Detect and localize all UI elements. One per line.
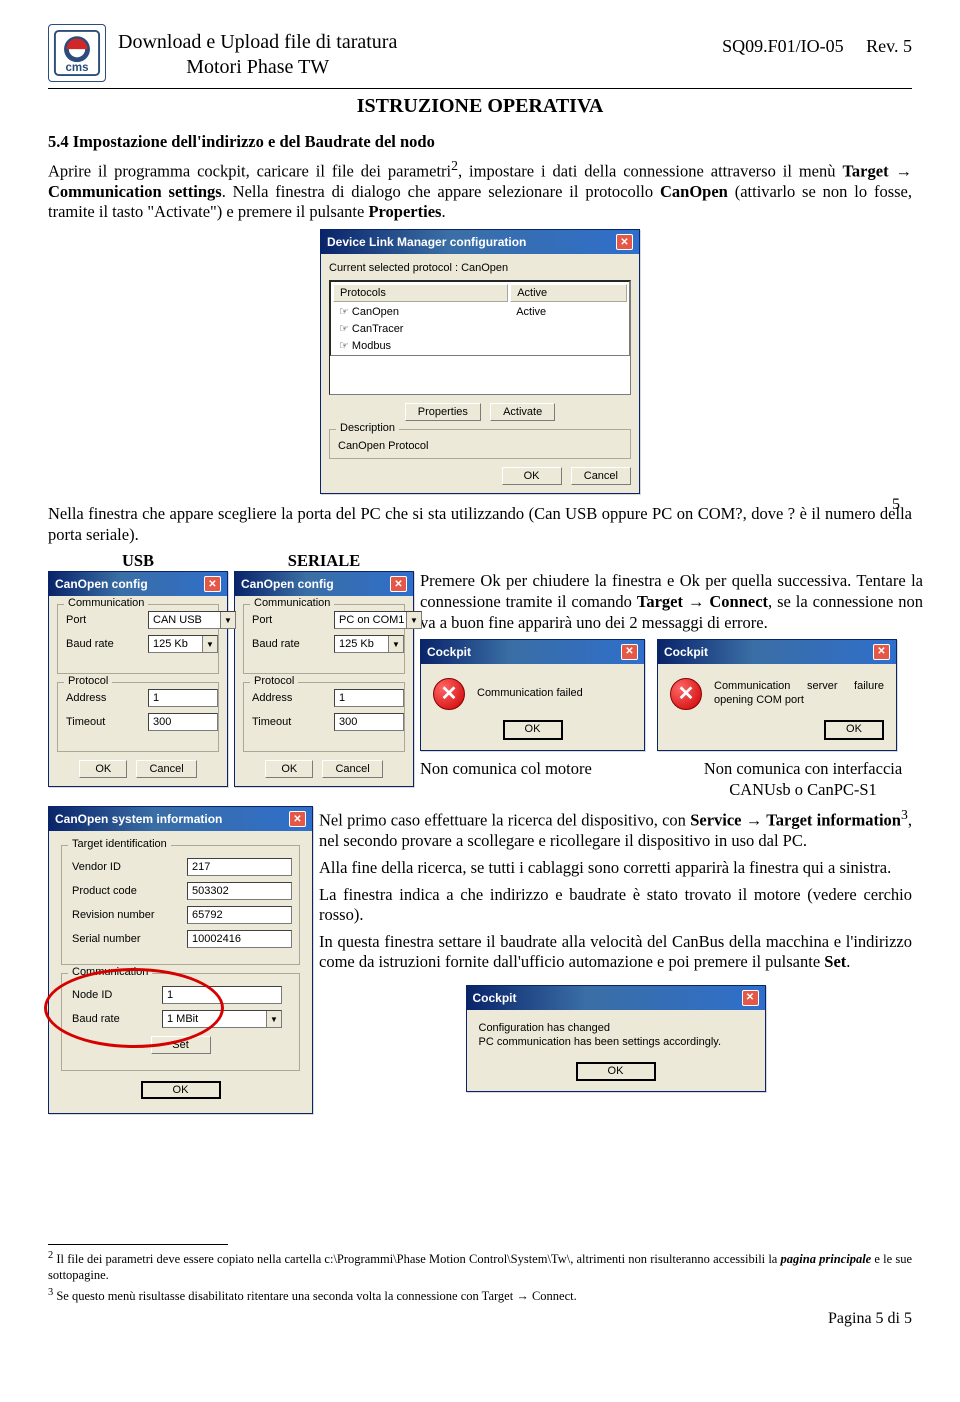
logo: cms — [48, 24, 106, 82]
footnotes: 2 Il file dei parametri deve essere copi… — [48, 1244, 912, 1304]
canopen-config-usb-dialog: CanOpen config ✕ Communication Port ▼ Ba… — [48, 571, 228, 787]
ok-button[interactable]: OK — [576, 1062, 656, 1082]
dialog-title: Cockpit — [473, 991, 517, 1006]
timeout-input[interactable] — [148, 713, 218, 731]
close-icon[interactable]: ✕ — [621, 644, 638, 660]
doc-rev: Rev. 5 — [866, 36, 912, 56]
product-code-field[interactable] — [187, 882, 292, 900]
dialog-title: Cockpit — [664, 645, 708, 660]
ok-button[interactable]: OK — [265, 760, 313, 778]
node-id-field[interactable] — [162, 986, 282, 1004]
page-footer: Pagina 5 di 5 — [48, 1310, 912, 1328]
ok-button[interactable]: OK — [141, 1081, 221, 1099]
header-rule — [48, 88, 912, 89]
communication-label: Communication — [68, 966, 152, 978]
dialog-title: CanOpen system information — [55, 812, 222, 826]
header-title-line2: Motori Phase TW — [118, 55, 397, 80]
config-line2: PC communication has been settings accor… — [479, 1036, 753, 1050]
cancel-button[interactable]: Cancel — [136, 760, 196, 778]
seriale-label: SERIALE — [234, 551, 414, 571]
table-row[interactable]: ☞ Modbus — [333, 338, 627, 353]
ok-button[interactable]: OK — [79, 760, 127, 778]
caption-1: Non comunica col motore — [420, 759, 635, 800]
doc-subtitle: ISTRUZIONE OPERATIVA — [48, 95, 912, 118]
ok-button[interactable]: OK — [503, 720, 563, 740]
chevron-down-icon[interactable]: ▼ — [266, 1011, 281, 1027]
col-active[interactable]: Active — [510, 284, 627, 302]
error-dialog-communication-failed: Cockpit ✕ ✕ Communication failed OK — [420, 639, 645, 751]
table-row[interactable]: ☞ CanTracer — [333, 321, 627, 336]
address-input[interactable] — [334, 689, 404, 707]
current-protocol-label: Current selected protocol : CanOpen — [329, 262, 631, 274]
header-title-line1: Download e Upload file di taratura — [118, 30, 397, 55]
paragraph-7: In questa finestra settare il baudrate a… — [319, 932, 912, 973]
config-line1: Configuration has changed — [479, 1022, 753, 1036]
properties-button[interactable]: Properties — [405, 403, 481, 421]
cancel-button[interactable]: Cancel — [571, 467, 631, 485]
config-changed-dialog: Cockpit ✕ Configuration has changed PC c… — [466, 985, 766, 1092]
usb-label: USB — [48, 551, 228, 571]
chevron-down-icon[interactable]: ▼ — [406, 612, 421, 628]
communication-label: Communication — [250, 597, 334, 609]
communication-label: Communication — [64, 597, 148, 609]
vendor-id-field[interactable] — [187, 858, 292, 876]
intro-paragraph: Aprire il programma cockpit, caricare il… — [48, 157, 912, 223]
col-protocols[interactable]: Protocols — [333, 284, 508, 302]
close-icon[interactable]: ✕ — [873, 644, 890, 660]
close-icon[interactable]: ✕ — [204, 576, 221, 592]
chevron-down-icon[interactable]: ▼ — [202, 636, 217, 652]
dialog-title: CanOpen config — [55, 577, 148, 591]
close-icon[interactable]: ✕ — [616, 234, 633, 250]
document-header: cms Download e Upload file di taratura M… — [48, 24, 912, 82]
side-page-number: 5 — [892, 496, 900, 514]
description-value: CanOpen Protocol — [338, 436, 622, 452]
paragraph-6: La finestra indica a che indirizzo e bau… — [319, 885, 912, 926]
error-icon: ✕ — [433, 678, 465, 710]
chevron-down-icon[interactable]: ▼ — [220, 612, 235, 628]
dialog-title: Cockpit — [427, 645, 471, 660]
address-input[interactable] — [148, 689, 218, 707]
section-heading: 5.4 Impostazione dell'indirizzo e del Ba… — [48, 132, 912, 153]
protocol-label: Protocol — [250, 675, 298, 687]
timeout-input[interactable] — [334, 713, 404, 731]
close-icon[interactable]: ✕ — [289, 811, 306, 827]
target-identification-label: Target identification — [68, 838, 171, 850]
svg-text:cms: cms — [65, 62, 88, 74]
error-dialog-com-port: Cockpit ✕ ✕ Communication server failure… — [657, 639, 897, 751]
error-message: Communication server failure opening COM… — [714, 680, 884, 708]
doc-code: SQ09.F01/IO-05 — [722, 36, 844, 56]
close-icon[interactable]: ✕ — [742, 990, 759, 1006]
revision-field[interactable] — [187, 906, 292, 924]
paragraph-3: Premere Ok per chiudere la finestra e Ok… — [420, 571, 923, 633]
set-button[interactable]: Set — [151, 1036, 211, 1054]
canopen-system-information-dialog: CanOpen system information ✕ Target iden… — [48, 806, 313, 1114]
paragraph-2: Nella finestra che appare scegliere la p… — [48, 504, 912, 545]
paragraph-5: Alla fine della ricerca, se tutti i cabl… — [319, 858, 912, 879]
ok-button[interactable]: OK — [502, 467, 562, 485]
serial-number-field[interactable] — [187, 930, 292, 948]
device-link-manager-dialog: Device Link Manager configuration ✕ Curr… — [320, 229, 640, 494]
error-icon: ✕ — [670, 678, 702, 710]
dialog-title: Device Link Manager configuration — [327, 235, 526, 249]
table-row[interactable]: ☞ CanOpenActive — [333, 304, 627, 319]
protocol-label: Protocol — [64, 675, 112, 687]
protocol-table: Protocols Active ☞ CanOpenActive ☞ CanTr… — [330, 281, 630, 356]
ok-button[interactable]: OK — [824, 720, 884, 740]
canopen-config-serial-dialog: CanOpen config ✕ Communication Port ▼ Ba… — [234, 571, 414, 787]
dialog-title: CanOpen config — [241, 577, 334, 591]
activate-button[interactable]: Activate — [490, 403, 555, 421]
caption-2: Non comunica con interfaccia CANUsb o Ca… — [683, 759, 923, 800]
close-icon[interactable]: ✕ — [390, 576, 407, 592]
error-message: Communication failed — [477, 687, 583, 701]
baudrate-select[interactable] — [162, 1010, 282, 1028]
chevron-down-icon[interactable]: ▼ — [388, 636, 403, 652]
paragraph-4: Nel primo caso effettuare la ricerca del… — [319, 806, 912, 852]
description-label: Description — [336, 422, 399, 434]
cancel-button[interactable]: Cancel — [322, 760, 382, 778]
